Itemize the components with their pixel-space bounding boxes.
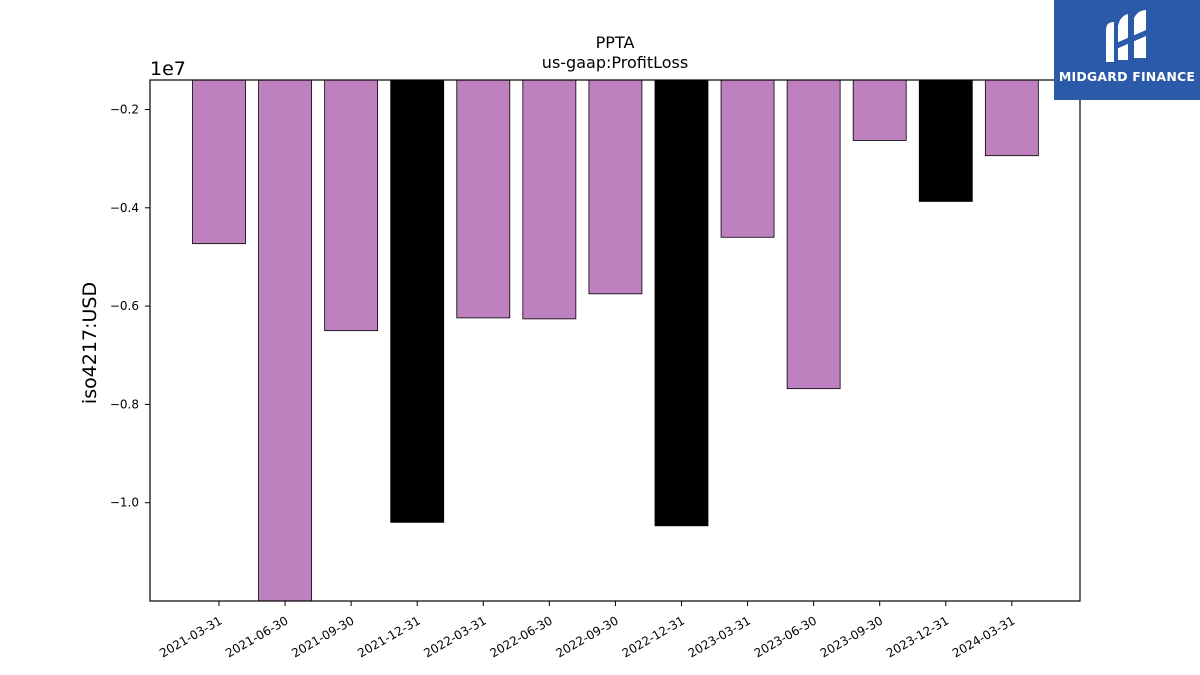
bar-2021-03-31 xyxy=(192,79,246,245)
bar-2023-06-30 xyxy=(786,79,841,390)
bar-2021-06-30 xyxy=(258,79,312,602)
y-axis-offset-label: 1e7 xyxy=(150,58,186,80)
y-axis-label: iso4217:USD xyxy=(79,282,101,404)
x-tick-label: 2021-06-30 xyxy=(223,613,290,660)
bar-2021-09-30 xyxy=(324,79,379,332)
x-tick-label: 2024-03-31 xyxy=(950,613,1017,660)
x-tick-label: 2023-06-30 xyxy=(752,613,819,660)
bar-2021-12-31 xyxy=(390,79,445,523)
x-tick-label: 2023-09-30 xyxy=(818,613,885,660)
y-axis-ticks: −0.2 −0.4 −0.6 −0.8 −1.0 xyxy=(110,102,150,510)
x-tick-label: 2022-03-31 xyxy=(421,613,488,660)
x-tick-label: 2023-12-31 xyxy=(884,613,951,660)
bar-2023-12-31 xyxy=(918,79,973,202)
x-tick-label: 2021-09-30 xyxy=(289,613,356,660)
bar-2022-12-31 xyxy=(654,79,709,527)
x-axis-ticks: 2021-03-312021-06-302021-09-302021-12-31… xyxy=(157,601,1017,660)
x-tick-label: 2022-09-30 xyxy=(554,613,621,660)
x-tick-label: 2021-12-31 xyxy=(355,613,422,660)
logo-mark-icon xyxy=(1106,10,1146,62)
bar-2023-09-30 xyxy=(852,79,907,141)
x-tick-label: 2023-03-31 xyxy=(686,613,753,660)
chart-subtitle: us-gaap:ProfitLoss xyxy=(542,53,688,72)
logo-text: MIDGARD FINANCE xyxy=(1058,69,1196,84)
midgard-finance-logo: MIDGARD FINANCE xyxy=(1054,0,1200,100)
y-tick-label: −1.0 xyxy=(110,496,139,510)
bar-2022-09-30 xyxy=(588,79,643,295)
y-tick-label: −0.8 xyxy=(110,397,139,411)
bar-2023-03-31 xyxy=(720,79,775,238)
bar-2022-03-31 xyxy=(456,79,511,319)
chart-title: PPTA xyxy=(596,33,635,52)
x-tick-label: 2022-06-30 xyxy=(487,613,554,660)
y-tick-label: −0.2 xyxy=(110,102,139,116)
bar-2022-06-30 xyxy=(522,79,577,320)
x-tick-label: 2022-12-31 xyxy=(620,613,687,660)
x-tick-label: 2021-03-31 xyxy=(157,613,224,660)
bars-group xyxy=(192,79,1039,602)
plot-frame xyxy=(149,79,1081,602)
bar-2024-03-31 xyxy=(984,79,1039,157)
y-tick-label: −0.6 xyxy=(110,299,139,313)
y-tick-label: −0.4 xyxy=(110,201,139,215)
